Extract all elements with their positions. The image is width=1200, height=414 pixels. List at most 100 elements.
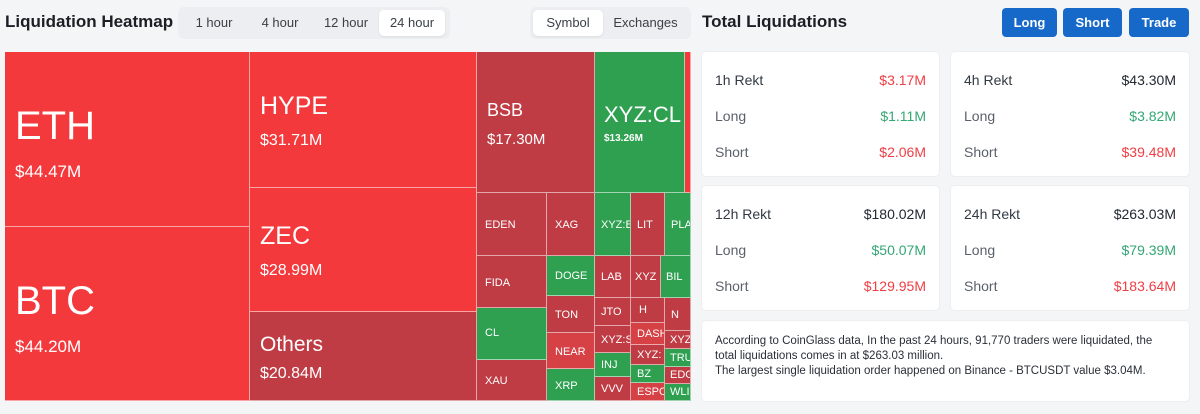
tile-symbol: WLI: [670, 386, 690, 398]
tile-symbol: XYZ: [670, 334, 691, 346]
long-label: Long: [964, 108, 996, 124]
heatmap-tile-xyz-1[interactable]: XYZ: [631, 256, 661, 298]
heatmap-tile-n[interactable]: N: [665, 298, 691, 331]
heatmap-tile-xyz-2[interactable]: XYZ:: [631, 345, 665, 365]
heatmap-tile-fida[interactable]: FIDA: [477, 256, 547, 308]
tile-symbol: EDG: [670, 369, 690, 381]
short-value: $39.48M: [1121, 144, 1176, 160]
heatmap-tile-near[interactable]: NEAR: [547, 333, 595, 369]
card-total: $43.30M: [1121, 72, 1176, 88]
heatmap-tile-xyz-3[interactable]: XYZ: [665, 331, 691, 349]
heatmap-tile-bsb[interactable]: BSB $17.30M: [477, 52, 595, 193]
long-value: $79.39M: [1121, 242, 1176, 258]
heatmap-tile-xag[interactable]: XAG: [547, 193, 595, 256]
heatmap-tile-edge[interactable]: [685, 52, 691, 193]
tile-symbol: CL: [485, 327, 500, 339]
heatmap-tile-dash[interactable]: DASH: [631, 323, 665, 345]
heatmap-tile-pla[interactable]: PLA: [665, 193, 691, 256]
tile-symbol: LAB: [601, 271, 622, 283]
heatmap-tile-inj[interactable]: INJ: [595, 353, 631, 377]
heatmap-tile-hype[interactable]: HYPE $31.71M: [250, 52, 477, 188]
tile-value: $20.84M: [260, 365, 323, 382]
long-value: $1.11M: [880, 108, 926, 124]
heatmap-tile-wli[interactable]: WLI: [665, 384, 691, 401]
long-label: Long: [964, 242, 996, 258]
heatmap-tile-tru[interactable]: TRU: [665, 349, 691, 367]
tile-symbol: FIDA: [485, 277, 511, 289]
card-total: $263.03M: [1113, 206, 1176, 222]
heatmap-tile-doge[interactable]: DOGE: [547, 256, 595, 296]
tile-value: $28.99M: [260, 262, 323, 279]
card-label: 24h Rekt: [964, 206, 1021, 222]
long-value: $3.82M: [1129, 108, 1176, 124]
tile-symbol: XYZ: [635, 271, 657, 283]
tile-symbol: XAG: [555, 219, 579, 231]
tile-symbol: TRU: [670, 352, 691, 364]
heatmap-tile-h[interactable]: H: [631, 298, 665, 323]
heatmap-tile-vvv[interactable]: VVV: [595, 377, 631, 401]
liquidation-heatmap: ETH $44.47M BTC $44.20M HYPE $31.71M ZEC…: [5, 52, 691, 401]
heatmap-tile-eth[interactable]: ETH $44.47M: [5, 52, 250, 227]
summary-line: total liquidations comes in at $263.03 m…: [715, 350, 944, 362]
heatmap-tile-lit[interactable]: LIT: [631, 193, 665, 256]
short-label: Short: [715, 278, 749, 294]
heatmap-tile-ton[interactable]: TON: [547, 296, 595, 333]
tile-symbol: LIT: [637, 219, 653, 231]
tile-value: $13.26M: [604, 133, 643, 144]
rekt-card-4h: 4h Rekt $43.30M Long $3.82M Short $39.48M: [951, 52, 1189, 176]
heatmap-tile-lab[interactable]: LAB: [595, 256, 631, 298]
tile-symbol: BZ: [637, 368, 652, 380]
short-button[interactable]: Short: [1063, 8, 1122, 37]
heatmap-tile-eden[interactable]: EDEN: [477, 193, 547, 256]
tile-symbol: HYPE: [260, 92, 329, 120]
time-option-4h[interactable]: 4 hour: [261, 15, 299, 30]
card-total: $180.02M: [863, 206, 926, 222]
tile-symbol: ETH: [15, 104, 95, 148]
tile-symbol: BTC: [15, 279, 95, 323]
heatmap-tile-cl[interactable]: CL: [477, 308, 547, 360]
tile-symbol: TON: [555, 309, 579, 321]
tile-symbol: XYZ:: [637, 349, 662, 361]
heatmap-tile-xrp[interactable]: XRP: [547, 369, 595, 401]
tile-value: $44.47M: [15, 162, 82, 181]
time-option-24h[interactable]: 24 hour: [379, 10, 445, 36]
card-label: 4h Rekt: [964, 72, 1013, 88]
heatmap-tile-xyz-cl[interactable]: XYZ:CL $13.26M: [595, 52, 685, 193]
view-option-exchanges[interactable]: Exchanges: [613, 15, 678, 30]
long-label: Long: [715, 242, 747, 258]
tile-value: $31.71M: [260, 132, 323, 149]
long-button[interactable]: Long: [1002, 8, 1057, 37]
heatmap-tile-bz[interactable]: BZ: [631, 365, 665, 383]
short-label: Short: [964, 144, 998, 160]
tile-symbol: PLA: [671, 219, 691, 231]
tile-symbol: DASH: [637, 328, 665, 340]
liquidation-summary: According to CoinGlass data, In the past…: [702, 321, 1189, 401]
rekt-card-12h: 12h Rekt $180.02M Long $50.07M Short $129.9…: [702, 186, 939, 310]
heatmap-tile-xau[interactable]: XAU: [477, 360, 547, 401]
tile-symbol: INJ: [601, 359, 618, 371]
short-label: Short: [964, 278, 998, 294]
tile-symbol: ZEC: [260, 222, 310, 250]
tile-symbol: XYZ:CL: [604, 102, 682, 127]
view-option-symbol[interactable]: Symbol: [533, 10, 603, 36]
tile-symbol: EDEN: [485, 219, 516, 231]
heatmap-tile-xyz-b[interactable]: XYZ:B: [595, 193, 631, 256]
heatmap-tile-bil[interactable]: BIL: [661, 256, 691, 298]
short-value: $183.64M: [1113, 278, 1176, 294]
trade-button[interactable]: Trade: [1129, 8, 1189, 37]
short-value: $2.06M: [879, 144, 926, 160]
heatmap-tile-btc[interactable]: BTC $44.20M: [5, 227, 250, 401]
heatmap-tile-zec[interactable]: ZEC $28.99M: [250, 188, 477, 312]
heatmap-tile-edg[interactable]: EDG: [665, 367, 691, 384]
heatmap-tile-espo[interactable]: ESPO: [631, 383, 665, 401]
tile-value: $44.20M: [15, 337, 82, 356]
tile-symbol: XAU: [485, 375, 508, 387]
time-option-12h[interactable]: 12 hour: [323, 15, 369, 30]
time-option-1h[interactable]: 1 hour: [195, 15, 233, 30]
heatmap-tile-others[interactable]: Others $20.84M: [250, 312, 477, 401]
heatmap-tile-jto[interactable]: JTO: [595, 298, 631, 326]
tile-symbol: JTO: [601, 306, 622, 318]
card-label: 1h Rekt: [715, 72, 764, 88]
heatmap-tile-xyz-s[interactable]: XYZ:S: [595, 326, 631, 353]
